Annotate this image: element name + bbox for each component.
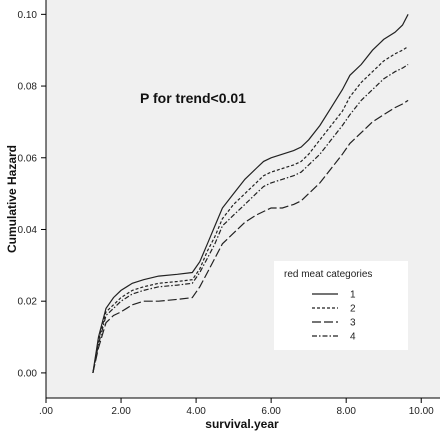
y-axis-title: Cumulative Hazard [5, 145, 19, 253]
y-tick-label: 0.10 [18, 10, 38, 21]
legend-label-2: 2 [350, 304, 356, 315]
x-axis-title: survival.year [205, 417, 279, 431]
legend-label-4: 4 [350, 332, 356, 343]
legend-label-3: 3 [350, 318, 356, 329]
p-trend-annotation: P for trend<0.01 [140, 90, 246, 106]
y-tick-label: 0.04 [18, 225, 38, 236]
series-line-2 [92, 46, 409, 374]
y-tick-label: 0.02 [18, 297, 38, 308]
legend: red meat categories 1 2 3 4 [274, 261, 408, 350]
legend-label-1: 1 [350, 290, 356, 301]
x-tick-label: .00 [39, 406, 53, 417]
x-tick-label: 8.00 [336, 406, 356, 417]
series-line-4 [92, 63, 409, 374]
legend-title: red meat categories [284, 269, 372, 280]
series-line-1 [92, 14, 409, 373]
x-tick-label: 10.00 [409, 406, 434, 417]
x-tick-label: 6.00 [261, 406, 281, 417]
y-tick-label: 0.06 [18, 153, 38, 164]
y-tick-label: 0.00 [18, 368, 38, 379]
y-tick-label: 0.08 [18, 82, 38, 93]
series-line-3 [92, 99, 409, 374]
legend-box [274, 261, 408, 350]
x-tick-label: 2.00 [111, 406, 131, 417]
x-tick-label: 4.00 [186, 406, 206, 417]
series-layer [92, 14, 409, 374]
legend-entries: 1 2 3 4 [312, 290, 356, 343]
axes: .00 2.00 4.00 6.00 8.00 10.00 0.00 0.02 0.04 0.06… [18, 0, 440, 417]
